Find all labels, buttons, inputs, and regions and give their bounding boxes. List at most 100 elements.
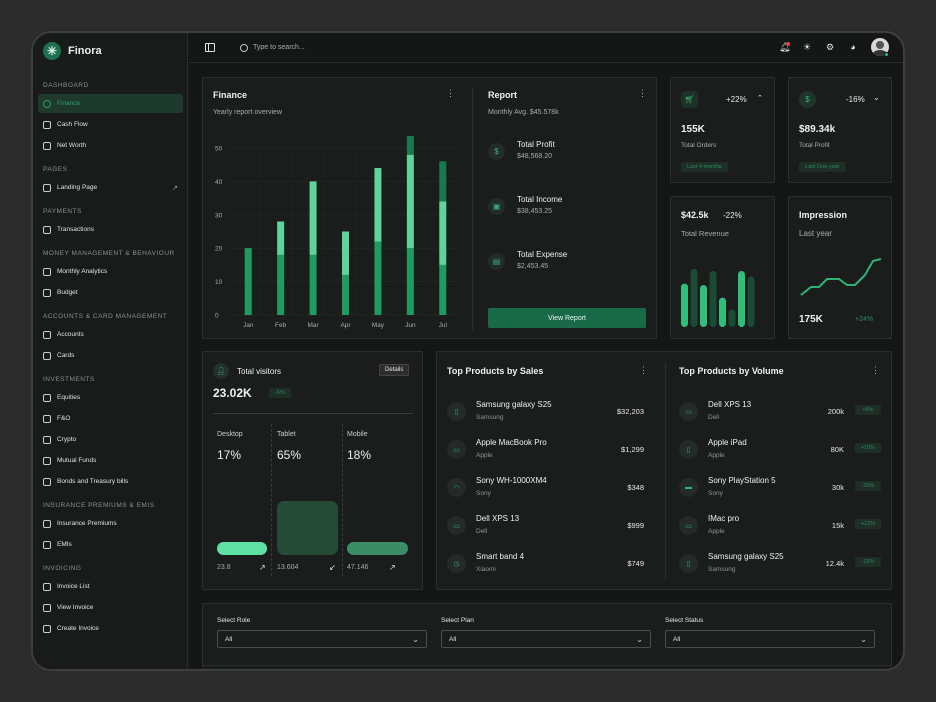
sidebar-item-cash-flow[interactable]: Cash Flow <box>33 115 188 134</box>
finance-bar-segment[interactable] <box>374 241 382 315</box>
y-tick-label: 20 <box>215 246 223 253</box>
revenue-bar[interactable] <box>738 271 745 327</box>
product-name: Sony PlayStation 5 <box>708 476 776 485</box>
dollar-icon: $ <box>488 143 505 160</box>
filters-card: Select Role All ⌄ Select Plan All ⌄ Select Sta… <box>202 603 892 669</box>
sidebar-item-mutual-funds[interactable]: Mutual Funds <box>33 451 188 470</box>
revenue-bar[interactable] <box>728 309 736 328</box>
gear-icon[interactable]: ⚙ <box>825 41 835 52</box>
revenue-bar[interactable] <box>747 276 755 327</box>
laptop-icon: ▭ <box>679 402 698 421</box>
nav-section-title: INVESTMENTS <box>43 376 95 383</box>
view-report-button[interactable]: View Report <box>488 308 646 328</box>
sidebar-item-landing-page[interactable]: Landing Page ↗ <box>33 178 188 197</box>
divider <box>472 88 473 330</box>
sidebar-item-f-o[interactable]: F&O <box>33 409 188 428</box>
report-item-label: Total Profit <box>517 140 555 149</box>
profit-card: $ -16% ⌄ $89.34k Total Profit Last One y… <box>788 77 892 183</box>
sidebar-item-create-invoice[interactable]: Create Invoice <box>33 619 188 638</box>
sidebar-item-label: View Invoice <box>57 604 94 611</box>
divider <box>665 362 666 580</box>
report-title: Report <box>488 90 517 100</box>
sidebar-item-cards[interactable]: Cards <box>33 346 188 365</box>
x-tick-label: Feb <box>275 322 287 329</box>
wallet-icon: ▣ <box>488 198 505 215</box>
y-tick-label: 30 <box>215 212 223 219</box>
brand[interactable]: ✳ Finora <box>43 42 102 60</box>
product-change-badge: -15% <box>855 557 881 567</box>
revenue-bar[interactable] <box>719 297 726 327</box>
product-name: Samsung galaxy S25 <box>476 400 552 409</box>
top-volume-menu-icon[interactable]: ⋮ <box>871 365 880 375</box>
finance-bar-segment[interactable] <box>374 168 382 242</box>
report-menu-icon[interactable]: ⋮ <box>638 88 647 98</box>
profit-change: -16% <box>846 95 865 104</box>
search-input[interactable]: Type to search... <box>240 43 305 52</box>
filter-select-select-plan[interactable]: All ⌄ <box>441 630 651 648</box>
sidebar-item-invoice-list[interactable]: Invoice List <box>33 577 188 596</box>
finance-bar-segment[interactable] <box>406 154 414 249</box>
impression-line <box>800 258 882 296</box>
revenue-bar[interactable] <box>681 283 688 327</box>
filter-value: All <box>673 635 681 643</box>
finance-bar-segment[interactable] <box>309 181 317 255</box>
sun-icon[interactable]: ☀ <box>802 41 812 52</box>
device-name: Tablet <box>277 431 296 438</box>
top-volume-title: Top Products by Volume <box>679 366 784 376</box>
topbar-actions: 🔔︎ ☀ ⚙ ◕ <box>779 38 889 56</box>
refresh-icon <box>43 456 51 465</box>
tablet-icon: ▯ <box>679 440 698 459</box>
product-value: $348 <box>627 483 644 492</box>
avatar[interactable] <box>871 38 889 56</box>
finance-bar-segment[interactable] <box>277 221 285 255</box>
sidebar-item-insurance-premiums[interactable]: Insurance Premiums <box>33 514 188 533</box>
finance-bar-segment[interactable] <box>406 248 414 315</box>
sidebar-item-finance[interactable]: Finance <box>38 94 183 113</box>
orders-label: Total Orders <box>681 142 717 149</box>
y-tick-label: 50 <box>215 146 223 153</box>
revenue-bar[interactable] <box>700 285 707 327</box>
product-value: 200k <box>827 407 844 416</box>
revenue-bar[interactable] <box>690 268 698 327</box>
finance-bar-segment[interactable] <box>342 231 349 275</box>
finance-menu-icon[interactable]: ⋮ <box>446 88 455 98</box>
sidebar-toggle-icon[interactable] <box>205 43 215 52</box>
finance-bar-segment[interactable] <box>309 254 317 315</box>
sidebar-item-transactions[interactable]: Transactions <box>33 220 188 239</box>
product-brand: Apple <box>708 452 725 459</box>
sidebar-item-bonds-and-treasury-bills[interactable]: Bonds and Treasury bills <box>33 472 188 491</box>
sidebar-item-view-invoice[interactable]: View Invoice <box>33 598 188 617</box>
sidebar-item-label: Create Invoice <box>57 625 99 632</box>
sidebar-item-budget[interactable]: Budget <box>33 283 188 302</box>
finance-bar-segment[interactable] <box>244 248 252 315</box>
sidebar-item-accounts[interactable]: Accounts <box>33 325 188 344</box>
sidebar-item-monthly-analytics[interactable]: Monthly Analytics <box>33 262 188 281</box>
finance-bar-segment[interactable] <box>439 264 447 315</box>
product-value: 80K <box>830 445 844 454</box>
impression-title: Impression <box>799 210 848 220</box>
product-value: 12.4k <box>825 559 844 568</box>
finance-bar-segment[interactable] <box>406 136 414 155</box>
online-status-dot <box>884 52 889 57</box>
details-button[interactable]: Details <box>379 364 410 376</box>
finance-bar-segment[interactable] <box>439 161 447 202</box>
sidebar-item-net-worth[interactable]: Net Worth <box>33 136 188 155</box>
top-sales-menu-icon[interactable]: ⋮ <box>639 365 648 375</box>
sidebar-item-emis[interactable]: EMIs <box>33 535 188 554</box>
bell-icon[interactable]: 🔔︎ <box>779 41 791 52</box>
app-window: ✳ Finora DASHBOARD Finance Cash Flow Net Wo… <box>31 31 905 671</box>
grid-icon <box>43 99 51 108</box>
filter-select-select-role[interactable]: All ⌄ <box>217 630 427 648</box>
filter-select-select-status[interactable]: All ⌄ <box>665 630 875 648</box>
revenue-bar[interactable] <box>709 271 717 327</box>
finance-bar-segment[interactable] <box>439 201 447 265</box>
finance-bar-segment[interactable] <box>342 274 349 315</box>
eye-icon <box>43 603 51 612</box>
sidebar-item-crypto[interactable]: Crypto <box>33 430 188 449</box>
sidebar-item-equities[interactable]: Equities <box>33 388 188 407</box>
product-name: IMac pro <box>708 514 740 523</box>
finance-bar-segment[interactable] <box>277 254 285 315</box>
coin-icon <box>43 435 51 444</box>
headphones-icon: ◠ <box>447 478 466 497</box>
palette-icon[interactable]: ◕ <box>850 42 856 52</box>
